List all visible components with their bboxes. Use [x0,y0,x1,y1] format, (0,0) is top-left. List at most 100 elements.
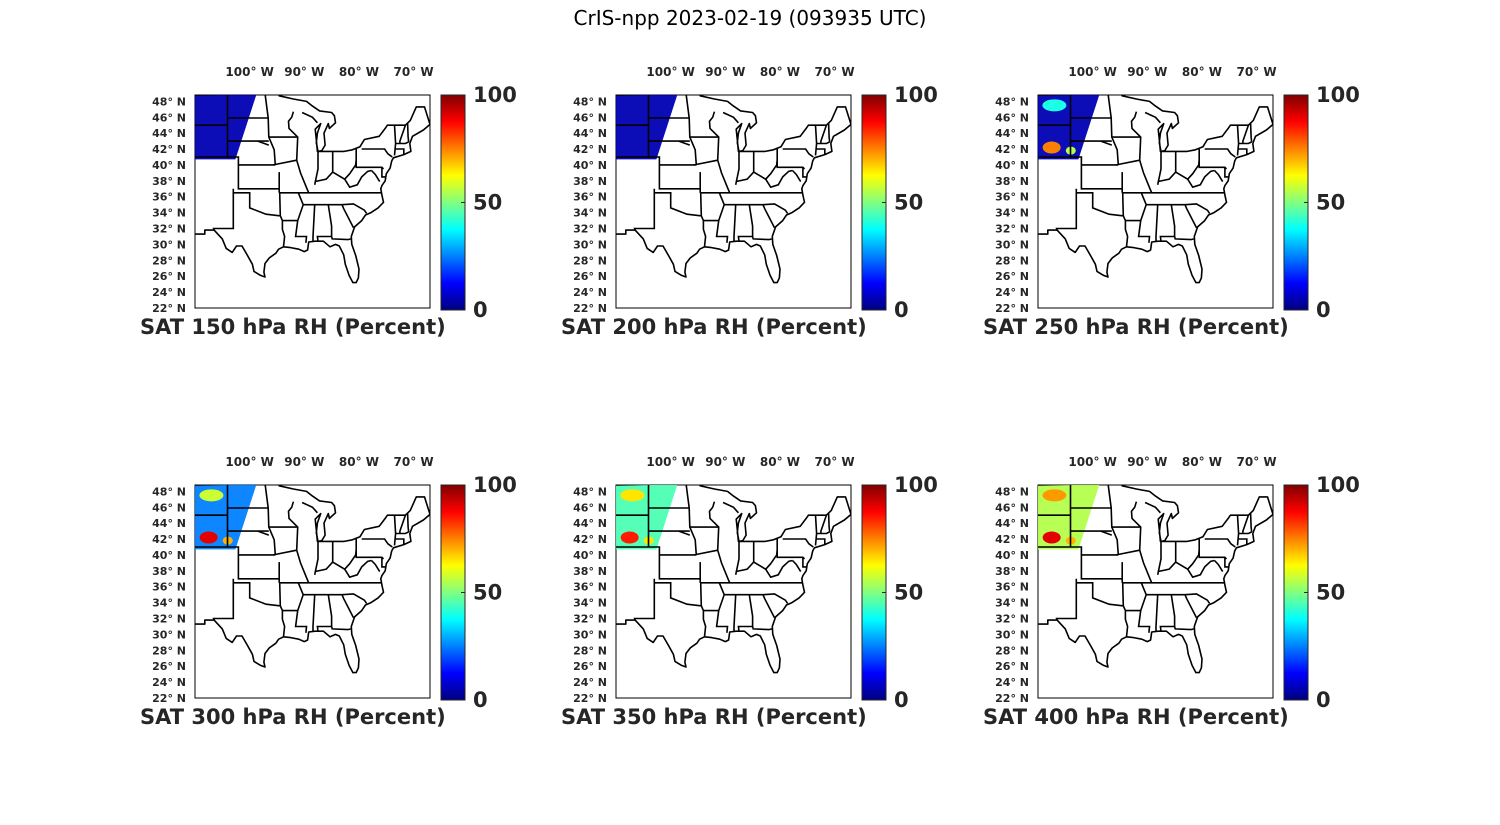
lat-tick-label: 22° N [152,692,186,705]
state-border [703,609,729,633]
state-border [753,149,778,181]
map-svg: 100° W 90° W 80° W 70° W 48° N 46° N 44° N 42° … [995,65,1360,322]
lon-tick-label: 100° W [225,65,273,79]
lon-tick-label: 90° W [1127,65,1167,79]
state-border [734,151,740,185]
lat-tick-label: 32° N [152,223,186,236]
state-border [616,546,701,580]
lat-tick-label: 26° N [995,660,1029,673]
state-border [1159,594,1176,632]
panel-title: SAT 300 hPa RH (Percent) [140,705,446,729]
state-border [1236,125,1240,156]
state-border [765,169,793,189]
lat-tick-label: 46° N [995,501,1029,514]
state-border [1224,557,1229,568]
lat-tick-label: 40° N [152,549,186,562]
state-border [287,501,310,584]
lat-tick-label: 34° N [995,597,1029,610]
lat-tick-label: 46° N [573,501,607,514]
state-border [1100,530,1113,536]
lat-tick-label: 32° N [995,223,1029,236]
state-border [1237,538,1248,545]
lon-tick-label: 70° W [815,455,855,469]
colorbar [1283,484,1309,701]
rh-feature [620,531,639,544]
state-border [1125,609,1151,633]
lon-tick-label: 90° W [705,455,745,469]
map-svg: 100° W 90° W 80° W 70° W 48° N 46° N 44° N 42° … [152,455,517,712]
state-border [395,141,410,145]
lon-tick-label: 90° W [284,455,324,469]
state-border [816,141,831,145]
state-border [722,501,739,514]
lon-tick-label: 100° W [225,455,273,469]
state-border [820,124,828,144]
state-border [814,515,818,546]
state-border [1184,204,1198,229]
state-border [694,549,718,556]
state-border [1055,582,1078,621]
state-border [1249,122,1253,142]
state-border [733,594,737,632]
lat-tick-label: 24° N [573,676,607,689]
state-border [827,512,831,532]
lat-tick-label: 40° N [573,159,607,172]
state-border [1055,192,1078,231]
lat-tick-label: 38° N [995,565,1029,578]
state-border [633,192,656,231]
state-border [1242,514,1250,534]
state-border [1155,204,1159,242]
rh-feature [199,489,224,502]
state-border [1157,151,1177,183]
lat-tick-label: 38° N [573,175,607,188]
state-border [776,550,806,560]
state-border [273,159,297,166]
map-svg: 100° W 90° W 80° W 70° W 48° N 46° N 44° N 42° … [995,455,1360,712]
lat-tick-label: 26° N [152,660,186,673]
colorbar-tick-label: 50 [1316,191,1345,215]
state-border [393,515,397,546]
state-border [1213,169,1224,183]
state-border [1238,141,1253,145]
lat-tick-label: 48° N [152,485,186,498]
state-border [1145,593,1211,604]
lon-tick-label: 90° W [705,65,745,79]
state-border [653,578,701,607]
lat-tick-label: 42° N [573,533,607,546]
state-border [1156,151,1162,185]
state-border [232,188,280,217]
state-border [195,156,280,190]
state-border [341,594,355,619]
rh-feature [1042,489,1067,502]
lon-tick-label: 70° W [1237,65,1277,79]
lat-tick-label: 24° N [152,286,186,299]
lat-tick-label: 36° N [995,191,1029,204]
lat-tick-label: 36° N [573,191,607,204]
lat-tick-label: 40° N [995,159,1029,172]
lat-tick-label: 30° N [573,238,607,251]
lon-tick-label: 80° W [1182,455,1222,469]
lat-tick-label: 24° N [152,676,186,689]
state-border [820,514,828,534]
rh-feature [1042,531,1061,544]
colorbar-tick-label: 100 [1316,473,1360,497]
lon-tick-label: 80° W [339,65,379,79]
state-border [708,501,731,584]
state-border [195,546,280,580]
lat-tick-label: 46° N [995,111,1029,124]
lat-tick-label: 28° N [995,644,1029,657]
state-border [1116,159,1140,166]
state-border [733,204,737,242]
swath-layer [1038,95,1100,160]
state-border [278,582,286,637]
state-border [312,594,316,632]
lat-tick-label: 30° N [573,628,607,641]
state-border [1204,148,1236,158]
state-border [301,501,318,514]
lat-tick-label: 22° N [152,302,186,315]
state-border [395,531,410,535]
lat-tick-label: 28° N [995,254,1029,267]
state-border [212,192,235,231]
state-border [1175,539,1200,571]
lat-tick-label: 22° N [995,302,1029,315]
